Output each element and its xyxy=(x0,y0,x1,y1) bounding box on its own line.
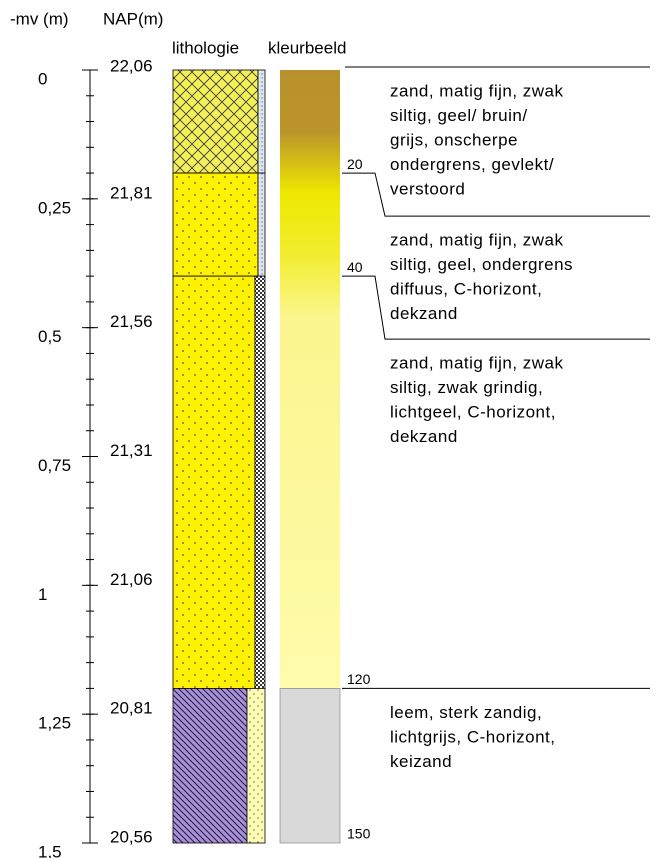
depth-label: 1,5 xyxy=(38,842,62,858)
lithology-layer xyxy=(172,172,259,277)
lithology-strip xyxy=(246,688,266,844)
lithology-layer xyxy=(172,275,256,689)
description-line: keizand xyxy=(390,752,452,771)
boundary-label: 120 xyxy=(347,671,371,687)
boundary-label: 150 xyxy=(347,826,371,842)
depth-label: 0,5 xyxy=(38,327,62,346)
nap-label: 22,06 xyxy=(110,56,153,75)
color-column xyxy=(280,70,340,689)
lithology-strip xyxy=(254,275,266,689)
boundary-connector xyxy=(342,275,650,340)
boundary-label: 20 xyxy=(347,156,363,172)
lithology-header: lithologie xyxy=(172,38,239,57)
description-line: zand, matig fijn, zwak xyxy=(390,81,564,100)
lithology-strip xyxy=(257,69,266,174)
description-line: dekzand xyxy=(390,304,458,323)
description-line: lichtgeel, C-horizont, xyxy=(390,403,556,422)
nap-label: 21,56 xyxy=(110,312,153,331)
description-line: leem, sterk zandig, xyxy=(390,703,542,722)
nap-header: NAP(m) xyxy=(103,9,163,28)
color-header: kleurbeeld xyxy=(268,38,346,57)
depth-label: 1,25 xyxy=(38,714,71,733)
description-line: siltig, geel/ bruin/ xyxy=(390,106,528,125)
depth-label: 1 xyxy=(38,585,47,604)
description-line: dekzand xyxy=(390,427,458,446)
description-line: verstoord xyxy=(390,179,465,198)
boundary-label: 40 xyxy=(347,259,363,275)
lithology-strip xyxy=(257,172,266,277)
nap-label: 21,31 xyxy=(110,441,153,460)
mv-header: -mv (m) xyxy=(10,9,69,28)
color-column xyxy=(279,688,341,844)
description-line: grijs, onscherpe xyxy=(390,130,518,149)
description-line: ondergrens, gevlekt/ xyxy=(390,155,554,174)
nap-label: 20,56 xyxy=(110,827,153,846)
nap-label: 21,06 xyxy=(110,570,153,589)
description-line: siltig, zwak grindig, xyxy=(390,378,543,397)
description-line: siltig, geel, ondergrens xyxy=(390,255,573,274)
description-line: zand, matig fijn, zwak xyxy=(390,231,564,250)
description-line: lichtgrijs, C-horizont, xyxy=(390,727,556,746)
depth-label: 0,25 xyxy=(38,198,71,217)
depth-label: 0 xyxy=(38,69,47,88)
lithology-layer xyxy=(172,69,259,174)
nap-label: 20,81 xyxy=(110,699,153,718)
depth-label: 0,75 xyxy=(38,456,71,475)
nap-label: 21,81 xyxy=(110,183,153,202)
description-line: diffuus, C-horizont, xyxy=(390,280,542,299)
lithology-layer xyxy=(172,688,248,844)
boundary-connector xyxy=(342,172,650,217)
description-line: zand, matig fijn, zwak xyxy=(390,354,564,373)
